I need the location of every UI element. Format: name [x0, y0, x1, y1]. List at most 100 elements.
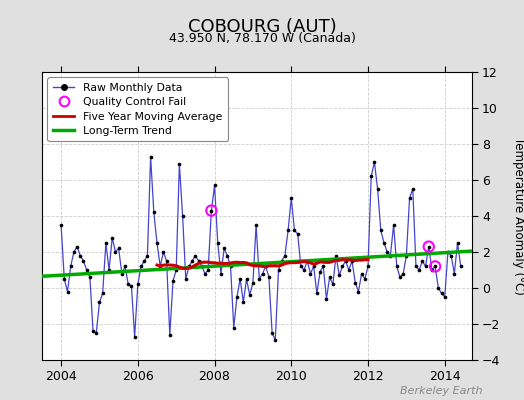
Point [204, 267, 212, 273]
Point [316, 269, 324, 275]
Point [140, 258, 148, 264]
Point [239, 299, 247, 306]
Point [351, 279, 359, 286]
Point [67, 263, 75, 270]
Point [188, 258, 196, 264]
Point [329, 281, 337, 288]
Point [287, 195, 296, 201]
Point [307, 270, 315, 277]
Point [303, 258, 311, 264]
Point [265, 274, 273, 280]
Text: Berkeley Earth: Berkeley Earth [400, 386, 482, 396]
Point [354, 288, 363, 295]
Point [409, 186, 417, 192]
Point [102, 240, 110, 246]
Point [418, 258, 427, 264]
Point [95, 299, 104, 306]
Point [150, 209, 158, 216]
Point [325, 274, 334, 280]
Point [162, 258, 171, 264]
Point [249, 279, 257, 286]
Point [114, 245, 123, 252]
Point [60, 276, 69, 282]
Point [108, 234, 116, 241]
Point [246, 292, 254, 298]
Point [185, 263, 193, 270]
Point [297, 263, 305, 270]
Point [134, 281, 142, 288]
Point [364, 263, 372, 270]
Point [396, 274, 404, 280]
Point [412, 263, 420, 270]
Point [453, 240, 462, 246]
Point [121, 263, 129, 270]
Point [159, 249, 168, 255]
Point [137, 263, 145, 270]
Legend: Raw Monthly Data, Quality Control Fail, Five Year Moving Average, Long-Term Tren: Raw Monthly Data, Quality Control Fail, … [47, 78, 228, 141]
Point [300, 267, 308, 273]
Point [143, 252, 151, 259]
Point [399, 270, 407, 277]
Point [370, 159, 379, 165]
Point [431, 263, 439, 270]
Point [367, 173, 375, 180]
Point [79, 258, 88, 264]
Point [230, 324, 238, 331]
Point [261, 263, 270, 270]
Point [380, 240, 388, 246]
Point [293, 231, 302, 237]
Point [377, 227, 385, 234]
Point [322, 296, 331, 302]
Point [450, 270, 458, 277]
Point [456, 263, 465, 270]
Point [166, 332, 174, 338]
Point [99, 290, 107, 297]
Point [281, 252, 289, 259]
Point [242, 276, 250, 282]
Point [226, 263, 235, 270]
Point [447, 252, 455, 259]
Point [191, 252, 200, 259]
Point [441, 294, 449, 300]
Point [252, 222, 260, 228]
Point [146, 153, 155, 160]
Point [255, 276, 264, 282]
Point [92, 330, 101, 336]
Point [182, 276, 190, 282]
Point [415, 267, 423, 273]
Point [156, 263, 165, 270]
Point [357, 270, 366, 277]
Point [402, 252, 411, 259]
Point [386, 252, 395, 259]
Point [76, 252, 84, 259]
Text: 43.950 N, 78.170 W (Canada): 43.950 N, 78.170 W (Canada) [169, 32, 355, 45]
Point [389, 222, 398, 228]
Point [172, 267, 180, 273]
Point [63, 288, 72, 295]
Y-axis label: Temperature Anomaly (°C): Temperature Anomaly (°C) [511, 137, 524, 295]
Point [383, 249, 391, 255]
Point [313, 290, 321, 297]
Point [421, 263, 430, 270]
Point [57, 222, 66, 228]
Point [424, 243, 433, 250]
Point [275, 267, 283, 273]
Point [268, 330, 276, 336]
Point [82, 267, 91, 273]
Point [217, 270, 225, 277]
Point [361, 276, 369, 282]
Point [342, 258, 350, 264]
Point [89, 328, 97, 334]
Point [438, 290, 446, 297]
Point [220, 245, 228, 252]
Point [332, 252, 340, 259]
Point [73, 243, 81, 250]
Point [223, 252, 232, 259]
Point [428, 267, 436, 273]
Point [348, 258, 356, 264]
Point [70, 249, 78, 255]
Point [338, 263, 346, 270]
Point [284, 227, 292, 234]
Point [105, 267, 113, 273]
Point [214, 240, 222, 246]
